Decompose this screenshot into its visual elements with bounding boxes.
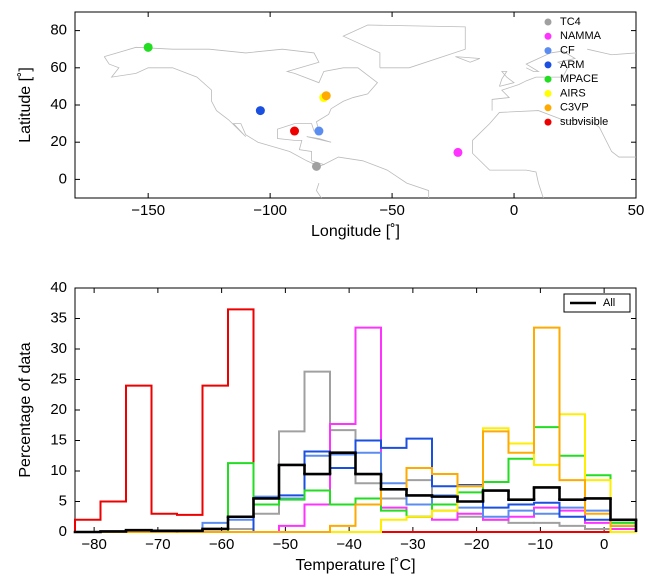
legend-marker (544, 32, 552, 40)
y-tick-label: 40 (50, 96, 67, 113)
legend-marker (544, 18, 552, 26)
x-tick-label: 50 (628, 202, 645, 219)
legend-label: subvisible (560, 116, 608, 128)
x-tick-label: 0 (510, 202, 518, 219)
y-tick-label: 20 (50, 401, 67, 418)
coastline (499, 71, 515, 87)
legend: TC4 NAMMA CF ARM MPACE AIRS C3VP subvisible (544, 16, 608, 128)
y-tick-label: 0 (59, 170, 67, 187)
y-tick-label: 30 (50, 340, 67, 357)
coastline (491, 50, 577, 111)
data-point (453, 147, 463, 157)
y-tick-label: 25 (50, 370, 67, 387)
y-tick-label: 10 (50, 462, 67, 479)
x-tick-label: −30 (400, 536, 425, 553)
histogram-series (73, 451, 638, 534)
data-point (290, 126, 300, 136)
coastline (587, 48, 637, 56)
legend-marker (544, 47, 552, 55)
coastline (306, 136, 332, 143)
x-tick-label: −50 (273, 536, 298, 553)
legend-box (563, 293, 631, 313)
legend-marker (544, 104, 552, 112)
x-tick-label: −50 (379, 202, 404, 219)
coastline (316, 182, 322, 199)
legend-marker (544, 61, 552, 69)
x-tick-label: −10 (528, 536, 553, 553)
plot-frame (74, 11, 637, 199)
y-tick-label: 20 (50, 133, 67, 150)
y-tick-label: 35 (50, 309, 67, 326)
coastline (342, 24, 466, 69)
legend-label: TC4 (560, 16, 581, 28)
coastline (455, 56, 481, 63)
data-point (314, 126, 324, 136)
y-tick-label: 40 (50, 279, 67, 296)
x-axis-label: Longitude [˚] (311, 223, 400, 240)
data-point (255, 106, 265, 116)
legend-marker (544, 75, 552, 83)
x-tick-label: −20 (464, 536, 489, 553)
coastline (323, 156, 430, 198)
legend: All (563, 293, 631, 313)
legend-marker (544, 90, 552, 97)
x-tick-label: −70 (145, 536, 170, 553)
data-point (311, 161, 321, 171)
x-axis-label: Temperature [˚C] (295, 557, 415, 574)
y-axis-label: Latitude [˚] (17, 67, 34, 143)
legend-label: NAMMA (560, 30, 602, 42)
x-tick-label: −60 (209, 536, 234, 553)
legend-label: AIRS (560, 87, 586, 99)
legend-label: C3VP (560, 102, 589, 114)
x-tick-label: −150 (131, 202, 165, 219)
coastline (472, 110, 636, 199)
y-tick-label: 5 (59, 492, 67, 509)
x-tick-label: −40 (336, 536, 361, 553)
x-tick-label: −80 (81, 536, 106, 553)
legend-label: CF (560, 45, 575, 57)
data-point (143, 42, 153, 52)
x-tick-label: 0 (600, 536, 608, 553)
y-tick-label: 0 (59, 523, 67, 540)
y-tick-label: 60 (50, 59, 67, 76)
x-tick-label: −100 (253, 202, 287, 219)
y-axis-label: Percentage of data (17, 342, 34, 477)
legend-label: All (603, 297, 615, 309)
coastline (103, 46, 379, 167)
legend-marker (544, 118, 552, 126)
legend-label: MPACE (560, 73, 598, 85)
legend-label: ARM (560, 59, 584, 71)
y-tick-label: 15 (50, 431, 67, 448)
y-tick-label: 80 (50, 22, 67, 39)
data-point (321, 91, 331, 101)
